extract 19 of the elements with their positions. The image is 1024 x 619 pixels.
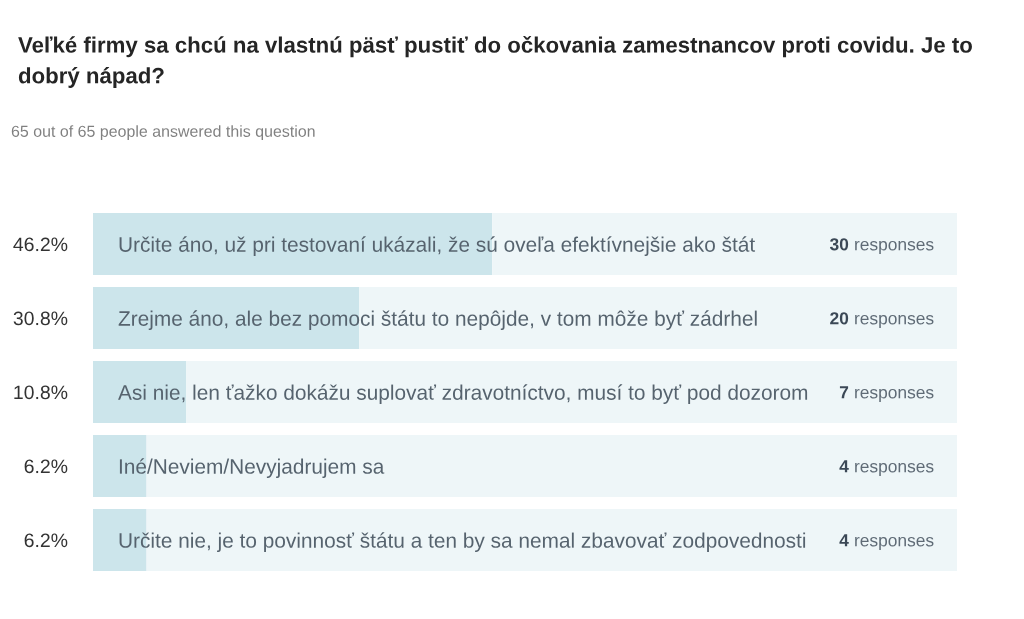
annotation: 4 responses (839, 534, 934, 550)
annotation: 7 responses (839, 386, 934, 402)
y-tick-label: Asi nie, len ťažko dokážu suplovať zdravotníctvo, musí to byť pod dozorom (118, 384, 808, 404)
data-label: 6.2% (24, 533, 68, 548)
y-tick-label: Určite áno, už pri testovaní ukázali, že sú oveľa efektívnejšie ako štát (119, 236, 756, 256)
y-tick-label: Iné/Neviem/Nevyjadrujem sa (119, 458, 385, 478)
chart-subtitle: 65 out of 65 people answered this question (11, 125, 315, 141)
data-label: 10.8% (14, 385, 68, 400)
y-tick-label: Určite nie, je to povinnosť štátu a ten by sa nemal zbavovať zodpovednosti (119, 532, 806, 552)
data-label: 6.2% (24, 459, 68, 474)
y-tick-label: Zrejme áno, ale bez pomoci štátu to nepôjde, v tom môže byť zádrhel (118, 310, 757, 330)
annotation: 4 responses (839, 460, 934, 476)
annotation: 20 responses (830, 312, 934, 328)
bar (93, 361, 187, 423)
data-label: 46.2% (13, 237, 68, 252)
bar (186, 361, 957, 423)
annotation: 30 responses (829, 238, 934, 254)
chart-title: Veľké firmy sa chcú na vlastnú päsť pustiť do očkovania zamestnancov proti covidu. Je to dobrý nápad? (18, 36, 972, 88)
data-label: 30.8% (13, 311, 68, 326)
